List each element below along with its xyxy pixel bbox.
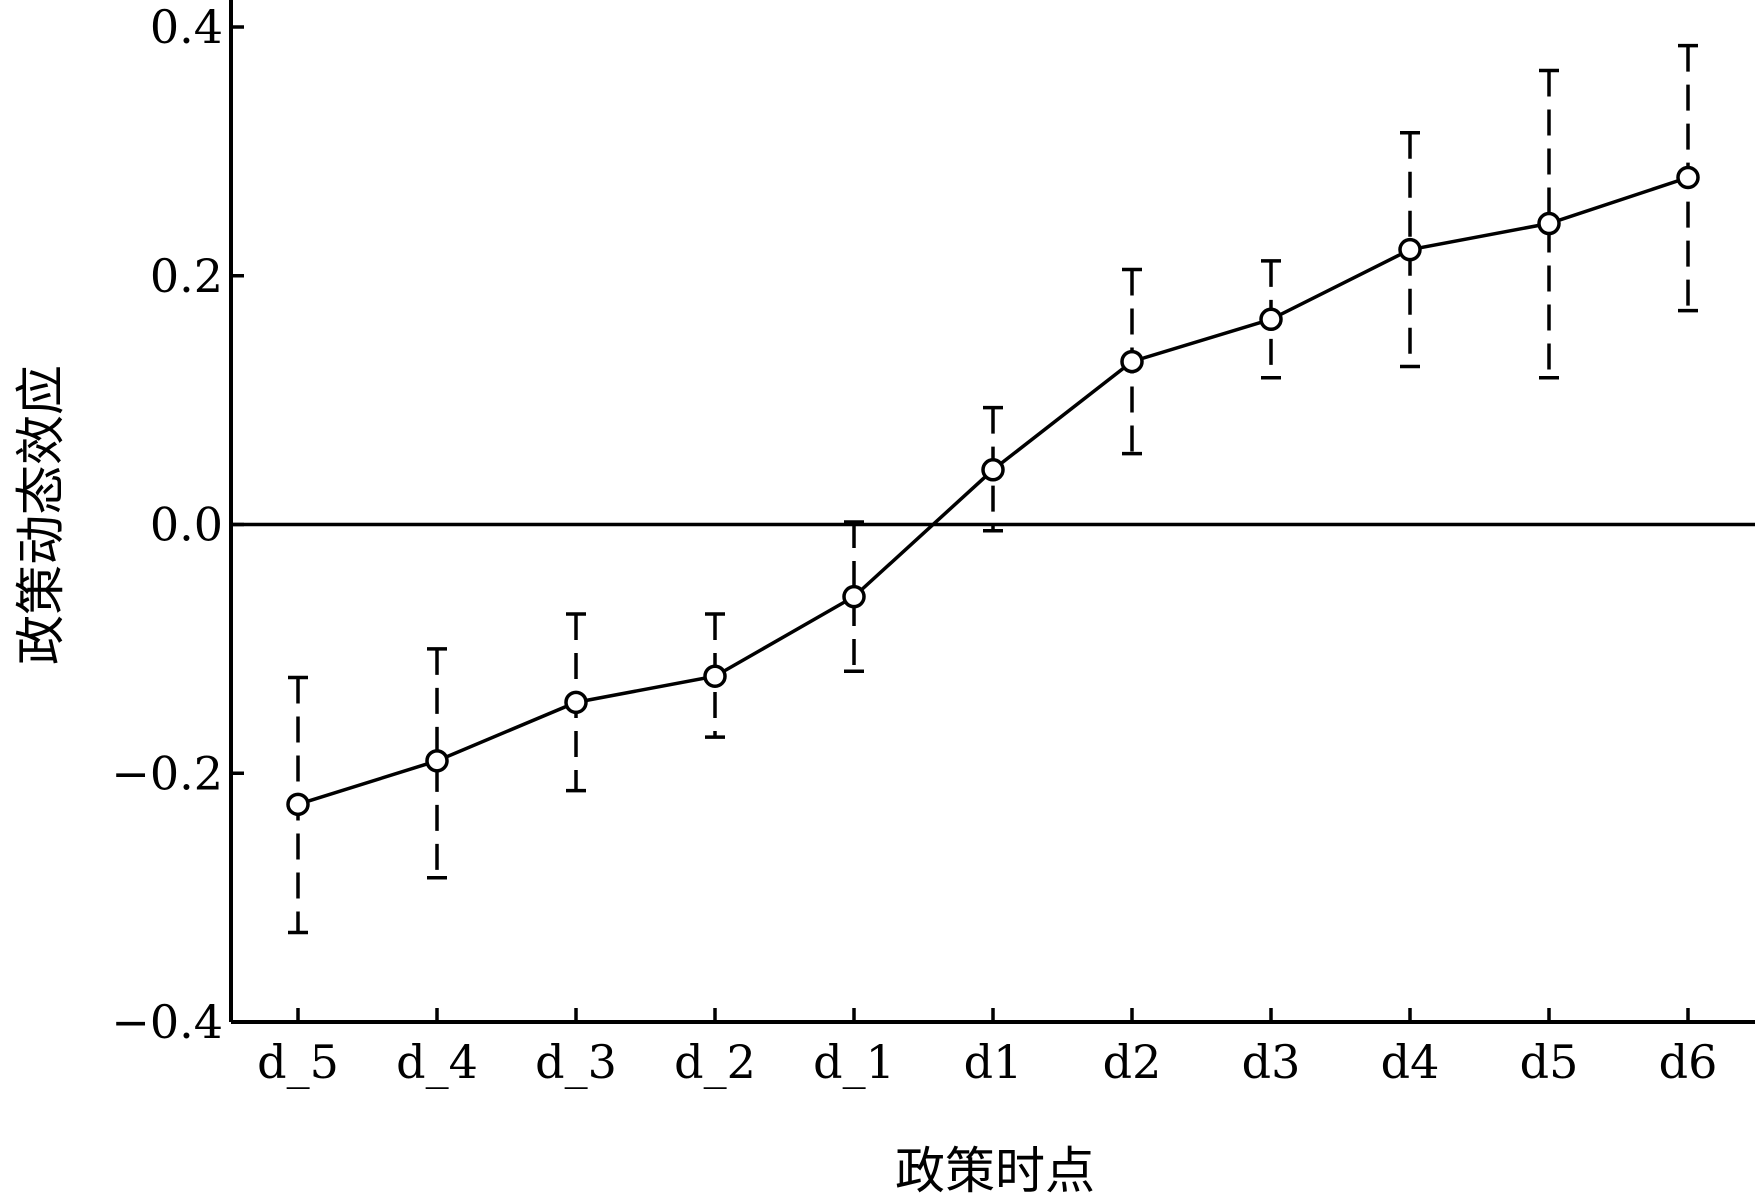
data-point (981, 458, 1005, 482)
data-point (703, 664, 727, 688)
y-tick-label: 0.0 (150, 498, 223, 552)
x-tick-label: d1 (964, 1035, 1023, 1089)
data-point (1120, 349, 1144, 374)
y-tick-label: 0.4 (150, 0, 223, 54)
x-tick-label: d5 (1520, 1035, 1579, 1089)
y-tick-label: 0.2 (150, 249, 223, 303)
x-tick-label: d6 (1659, 1035, 1718, 1089)
labels: −0.4 −0.2 0.0 0.2 0.4 d_5 d_4 d_3 d_2 d_1 d1 d2 d3 d4… (111, 0, 1717, 1089)
data-point (1676, 165, 1700, 190)
x-tick-label: d_3 (535, 1035, 617, 1089)
data-point (286, 792, 310, 817)
data-point (564, 690, 588, 715)
x-tick-label: d_1 (813, 1035, 895, 1089)
axes (229, 0, 1755, 1024)
data-point (1537, 211, 1561, 236)
y-axis-title: 政策动态效应 (12, 365, 70, 665)
x-tick-label: d2 (1103, 1035, 1162, 1089)
x-axis-title: 政策时点 (895, 1142, 1095, 1198)
data-point (425, 749, 449, 773)
x-tick-label: d_4 (396, 1035, 478, 1089)
data-point (842, 584, 866, 609)
x-tick-label: d3 (1242, 1035, 1301, 1089)
x-tick-label: d_5 (257, 1035, 339, 1089)
y-tick-label: −0.2 (111, 746, 223, 800)
x-tick-label: d4 (1381, 1035, 1440, 1089)
x-tick-label: d_2 (674, 1035, 756, 1089)
error-bars (288, 43, 1698, 935)
data-point (1259, 307, 1283, 332)
y-tick-label: −0.4 (111, 995, 223, 1049)
data-point (1398, 237, 1422, 262)
markers (286, 165, 1700, 817)
